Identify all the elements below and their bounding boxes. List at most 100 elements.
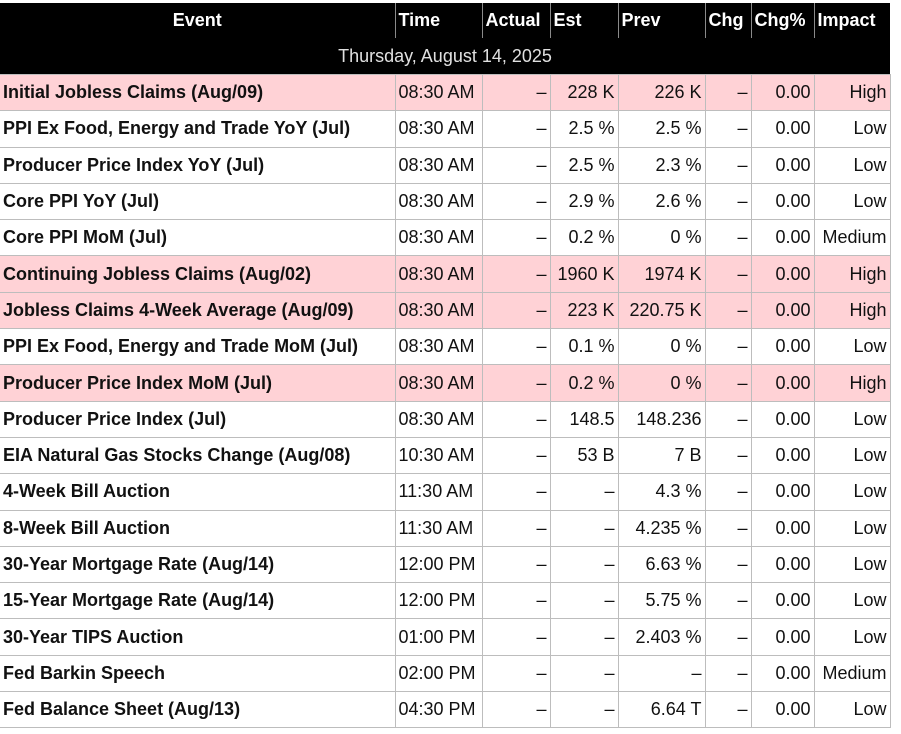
event-name-cell[interactable]: EIA Natural Gas Stocks Change (Aug/08) xyxy=(0,436,396,475)
estimate-value-cell: 228 K xyxy=(549,73,619,112)
event-name-cell[interactable]: PPI Ex Food, Energy and Trade YoY (Jul) xyxy=(0,110,396,148)
change-value-cell: – xyxy=(704,654,752,693)
change-percent-cell: 0.00 xyxy=(750,509,815,547)
time-cell: 11:30 AM xyxy=(394,473,483,511)
table-row[interactable]: Initial Jobless Claims (Aug/09) 08:30 AM –… xyxy=(0,73,891,112)
previous-value-cell: 148.236 xyxy=(617,400,706,438)
estimate-value-cell: 1960 K xyxy=(549,255,619,293)
change-percent-cell: 0.00 xyxy=(750,618,815,656)
impact-cell: Low xyxy=(813,691,891,729)
previous-value-cell: 2.403 % xyxy=(617,618,706,656)
event-name-cell[interactable]: PPI Ex Food, Energy and Trade MoM (Jul) xyxy=(0,328,396,366)
time-cell: 08:30 AM xyxy=(394,400,483,438)
change-value-cell: – xyxy=(704,400,752,438)
event-name-cell[interactable]: 8-Week Bill Auction xyxy=(0,509,396,547)
event-name-cell[interactable]: Core PPI YoY (Jul) xyxy=(0,182,396,221)
actual-value-cell: – xyxy=(481,545,551,584)
time-cell: 02:00 PM xyxy=(394,654,483,693)
table-row[interactable]: Producer Price Index YoY (Jul) 08:30 AM –2… xyxy=(0,146,891,184)
actual-value-cell: – xyxy=(481,436,551,475)
actual-value-cell: – xyxy=(481,400,551,438)
column-header-chg[interactable]: Chg xyxy=(705,3,752,38)
event-name-cell[interactable]: Core PPI MoM (Jul) xyxy=(0,219,396,257)
actual-value-cell: – xyxy=(481,473,551,511)
event-name-cell[interactable]: 4-Week Bill Auction xyxy=(0,473,396,511)
actual-value-cell: – xyxy=(481,110,551,148)
impact-cell: Medium xyxy=(813,219,891,257)
table-row[interactable]: 15-Year Mortgage Rate (Aug/14) 12:00 PM – –… xyxy=(0,582,891,620)
change-percent-cell: 0.00 xyxy=(750,545,815,584)
table-row[interactable]: Continuing Jobless Claims (Aug/02) 08:30 … xyxy=(0,255,891,293)
event-name-cell[interactable]: 30-Year Mortgage Rate (Aug/14) xyxy=(0,545,396,584)
date-group-label: Thursday, August 14, 2025 xyxy=(0,38,890,75)
actual-value-cell: – xyxy=(481,328,551,366)
table-row[interactable]: 4-Week Bill Auction 11:30 AM – –4.3 % –0.00 L… xyxy=(0,473,891,511)
impact-cell: Low xyxy=(813,146,891,184)
event-name-cell[interactable]: Producer Price Index MoM (Jul) xyxy=(0,364,396,402)
event-name-cell[interactable]: Initial Jobless Claims (Aug/09) xyxy=(0,73,396,112)
table-row[interactable]: 30-Year Mortgage Rate (Aug/14) 12:00 PM – –… xyxy=(0,545,891,584)
change-percent-cell: 0.00 xyxy=(750,436,815,475)
estimate-value-cell: 53 B xyxy=(549,436,619,475)
column-header-prev[interactable]: Prev xyxy=(618,3,706,38)
event-name-cell[interactable]: 15-Year Mortgage Rate (Aug/14) xyxy=(0,582,396,620)
table-row[interactable]: Producer Price Index MoM (Jul) 08:30 AM –0… xyxy=(0,364,891,402)
previous-value-cell: 226 K xyxy=(617,73,706,112)
previous-value-cell: 1974 K xyxy=(617,255,706,293)
time-cell: 08:30 AM xyxy=(394,182,483,221)
previous-value-cell: 0 % xyxy=(617,364,706,402)
time-cell: 08:30 AM xyxy=(394,291,483,330)
estimate-value-cell: 223 K xyxy=(549,291,619,330)
column-header-impact[interactable]: Impact xyxy=(814,3,890,38)
table-row[interactable]: 30-Year TIPS Auction 01:00 PM – –2.403 % –0.… xyxy=(0,618,891,656)
previous-value-cell: 6.64 T xyxy=(617,691,706,729)
actual-value-cell: – xyxy=(481,255,551,293)
column-header-actual[interactable]: Actual xyxy=(482,3,551,38)
column-header-time[interactable]: Time xyxy=(395,3,483,38)
previous-value-cell: 2.3 % xyxy=(617,146,706,184)
estimate-value-cell: – xyxy=(549,582,619,620)
table-row[interactable]: Jobless Claims 4-Week Average (Aug/09) 08… xyxy=(0,291,891,330)
estimate-value-cell: 0.2 % xyxy=(549,219,619,257)
estimate-value-cell: 2.9 % xyxy=(549,182,619,221)
table-row[interactable]: Core PPI YoY (Jul) 08:30 AM –2.9 % 2.6 % –0.… xyxy=(0,182,891,221)
event-name-cell[interactable]: Producer Price Index (Jul) xyxy=(0,400,396,438)
table-row[interactable]: 8-Week Bill Auction 11:30 AM – –4.235 % –0.0… xyxy=(0,509,891,547)
table-row[interactable]: Fed Balance Sheet (Aug/13) 04:30 PM – –6.64… xyxy=(0,691,891,729)
estimate-value-cell: – xyxy=(549,509,619,547)
table-row[interactable]: PPI Ex Food, Energy and Trade MoM (Jul) 0… xyxy=(0,328,891,366)
event-name-cell[interactable]: Jobless Claims 4-Week Average (Aug/09) xyxy=(0,291,396,330)
event-name-cell[interactable]: Continuing Jobless Claims (Aug/02) xyxy=(0,255,396,293)
change-percent-cell: 0.00 xyxy=(750,291,815,330)
impact-cell: Low xyxy=(813,509,891,547)
column-header-est[interactable]: Est xyxy=(550,3,619,38)
previous-value-cell: 5.75 % xyxy=(617,582,706,620)
table-row[interactable]: EIA Natural Gas Stocks Change (Aug/08) 10… xyxy=(0,436,891,475)
table-row[interactable]: Producer Price Index (Jul) 08:30 AM –148.5… xyxy=(0,400,891,438)
event-name-cell[interactable]: Fed Barkin Speech xyxy=(0,654,396,693)
table-row[interactable]: Core PPI MoM (Jul) 08:30 AM –0.2 % 0 % –0.00… xyxy=(0,219,891,257)
change-value-cell: – xyxy=(704,182,752,221)
time-cell: 11:30 AM xyxy=(394,509,483,547)
change-value-cell: – xyxy=(704,582,752,620)
actual-value-cell: – xyxy=(481,182,551,221)
impact-cell: Low xyxy=(813,328,891,366)
change-percent-cell: 0.00 xyxy=(750,182,815,221)
estimate-value-cell: – xyxy=(549,545,619,584)
table-header-row: Event Time Actual Est Prev Chg Chg% Impa… xyxy=(0,3,890,38)
event-name-cell[interactable]: Producer Price Index YoY (Jul) xyxy=(0,146,396,184)
actual-value-cell: – xyxy=(481,219,551,257)
column-header-chg-pct[interactable]: Chg% xyxy=(751,3,815,38)
table-row[interactable]: Fed Barkin Speech 02:00 PM – – – –0.00 Medium xyxy=(0,654,891,693)
previous-value-cell: 2.6 % xyxy=(617,182,706,221)
column-header-event[interactable]: Event xyxy=(0,3,396,38)
impact-cell: Low xyxy=(813,473,891,511)
event-name-cell[interactable]: 30-Year TIPS Auction xyxy=(0,618,396,656)
event-name-cell[interactable]: Fed Balance Sheet (Aug/13) xyxy=(0,691,396,729)
table-row[interactable]: PPI Ex Food, Energy and Trade YoY (Jul) 0… xyxy=(0,110,891,148)
table-body: Thursday, August 14, 2025 Initial Jobles… xyxy=(0,38,891,729)
change-value-cell: – xyxy=(704,473,752,511)
estimate-value-cell: 2.5 % xyxy=(549,110,619,148)
change-value-cell: – xyxy=(704,545,752,584)
time-cell: 01:00 PM xyxy=(394,618,483,656)
